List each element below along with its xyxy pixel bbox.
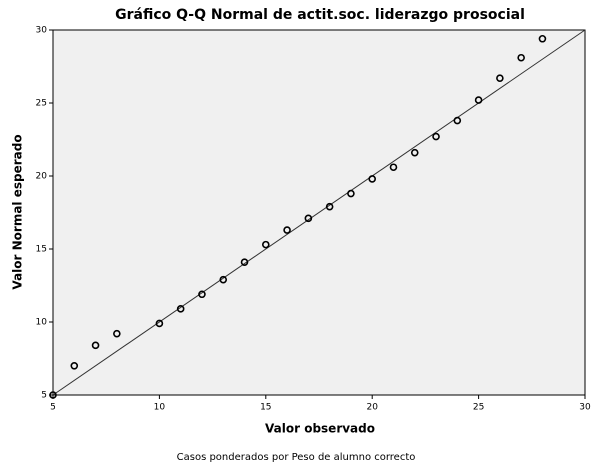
y-tick-label: 20 [36, 172, 48, 182]
point [347, 189, 355, 198]
chart-title: Gráfico Q-Q Normal de actit.soc. lideraz… [115, 7, 525, 23]
point [410, 148, 419, 157]
point [283, 226, 291, 234]
point [325, 202, 334, 211]
point [113, 329, 121, 338]
point [91, 341, 100, 350]
x-tick-label: 30 [579, 403, 591, 413]
point [517, 53, 525, 62]
y-tick-label: 30 [36, 26, 48, 36]
point [389, 163, 398, 172]
x-tick-label: 25 [473, 403, 484, 413]
footnote: Casos ponderados por Peso de alumno corr… [177, 452, 416, 463]
x-tick-label: 10 [154, 403, 166, 413]
point [304, 214, 313, 223]
point [261, 240, 270, 249]
y-tick-label: 5 [41, 391, 47, 401]
point [155, 319, 164, 328]
point [453, 116, 462, 125]
point [49, 391, 57, 399]
y-tick-label: 10 [36, 318, 48, 328]
reference-line [52, 29, 586, 396]
y-tick-label: 25 [36, 99, 47, 109]
point [240, 258, 249, 266]
point [474, 96, 483, 104]
point [70, 361, 79, 370]
point [176, 305, 185, 313]
x-tick-label: 20 [366, 403, 378, 413]
x-axis-label: Valor observado [265, 422, 375, 436]
x-tick-label: 5 [50, 403, 56, 413]
x-tick-label: 15 [260, 403, 271, 413]
y-tick-label: 15 [36, 245, 47, 255]
point [198, 290, 206, 299]
y-axis-label: Valor Normal esperado [11, 134, 25, 289]
point [496, 74, 504, 82]
point [368, 175, 377, 183]
point [432, 132, 440, 141]
point [219, 275, 228, 284]
point [538, 34, 547, 43]
